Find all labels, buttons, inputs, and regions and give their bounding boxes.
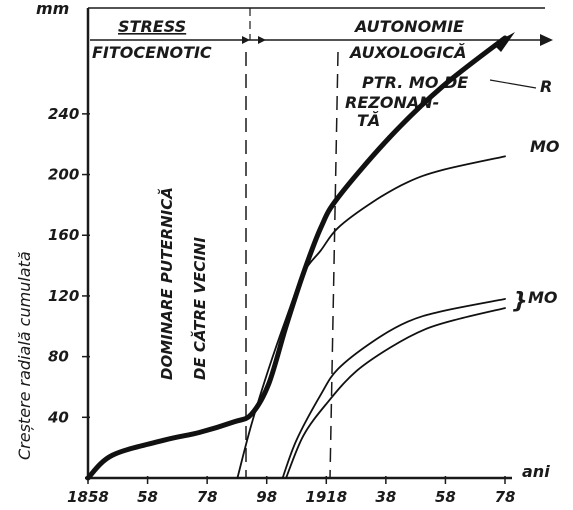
series-label-mo-brace: } [512,289,528,314]
y-unit-label: mm [36,0,69,18]
y-tick-label: 200 [48,166,79,184]
y-tick-label: 80 [48,348,69,366]
series-line-mo-2 [281,298,506,479]
series-line-r [85,35,508,481]
series-label-mo-upper: MO [530,137,560,156]
x-tick-label: 78 [495,488,516,506]
divider-arrow-left [242,36,250,44]
y-tick-label: 40 [47,408,69,426]
x-unit-label: ani [522,462,550,481]
x-tick-label: 1918 [305,488,347,506]
x-tick-label: 58 [137,488,158,506]
series-label-r-leader [489,79,537,89]
annotation-line3: TĂ [357,111,380,130]
phase-autonomy-line2: AUXOLOGICĂ [348,43,466,62]
phase-arrow-head [540,34,553,46]
phase-stress-line2: FITOCENOTIC [92,43,212,62]
phase-autonomy-line1: AUTONOMIE [353,17,464,36]
x-tick-label: 1858 [67,488,109,506]
series-line-mo-1 [236,155,506,479]
y-axis-title: Creștere radială cumulată [15,251,34,460]
y-tick-label: 120 [48,287,79,305]
series-label-mo-lower: MO [528,288,558,307]
divider-arrow-right [258,36,266,44]
dashed-marker-2 [329,51,339,479]
series-line-mo-3 [285,307,506,479]
series-r-arrowhead [493,32,515,52]
y-tick-label: 160 [48,226,79,244]
x-tick-label: 58 [435,488,456,506]
x-tick-label: 78 [197,488,218,506]
vertical-note-line1: DOMINARE PUTERNICĂ [157,187,176,380]
x-tick-label: 98 [256,488,277,506]
series-label-r: R [540,77,552,96]
annotation-line2: REZONAN- [345,93,439,112]
y-tick-label: 240 [48,105,79,123]
phase-stress-line1: STRESS [118,17,186,36]
x-tick-label: 38 [375,488,396,506]
vertical-note-line2: DE CĂTRE VECINI [190,237,209,380]
